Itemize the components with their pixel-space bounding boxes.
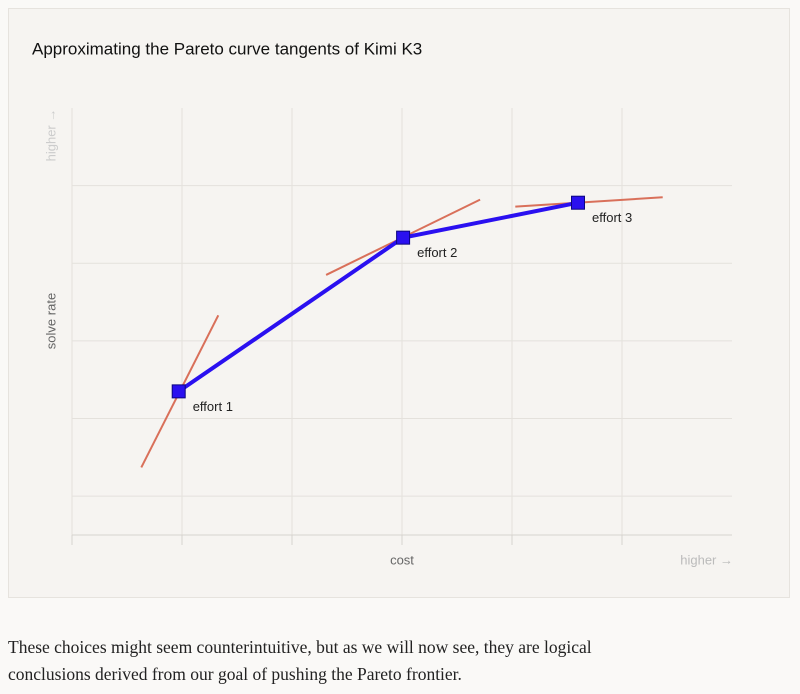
paragraph-line: These choices might seem counterintuitiv… [8,637,592,657]
point-marker [171,384,186,399]
chart: Approximating the Pareto curve tangents … [8,8,790,598]
point-label: effort 2 [417,245,457,260]
tangent-line [515,196,663,208]
point-marker [571,195,585,210]
chart-title: Approximating the Pareto curve tangents … [32,39,422,58]
x-axis-annotation: higher → [680,552,733,567]
y-axis-annotation: higher → [43,109,58,162]
plot-area: effort 1 effort 2 effort 3 [71,108,732,545]
paragraph-line: conclusions derived from our goal of pus… [8,664,462,684]
paragraph: These choices might seem counterintuitiv… [8,634,592,688]
point-marker [396,230,411,245]
x-axis-label: cost [390,552,414,567]
y-axis-label: solve rate [43,293,58,349]
point-label: effort 3 [592,210,632,225]
point-label: effort 1 [193,399,233,414]
chart-card [8,8,790,598]
